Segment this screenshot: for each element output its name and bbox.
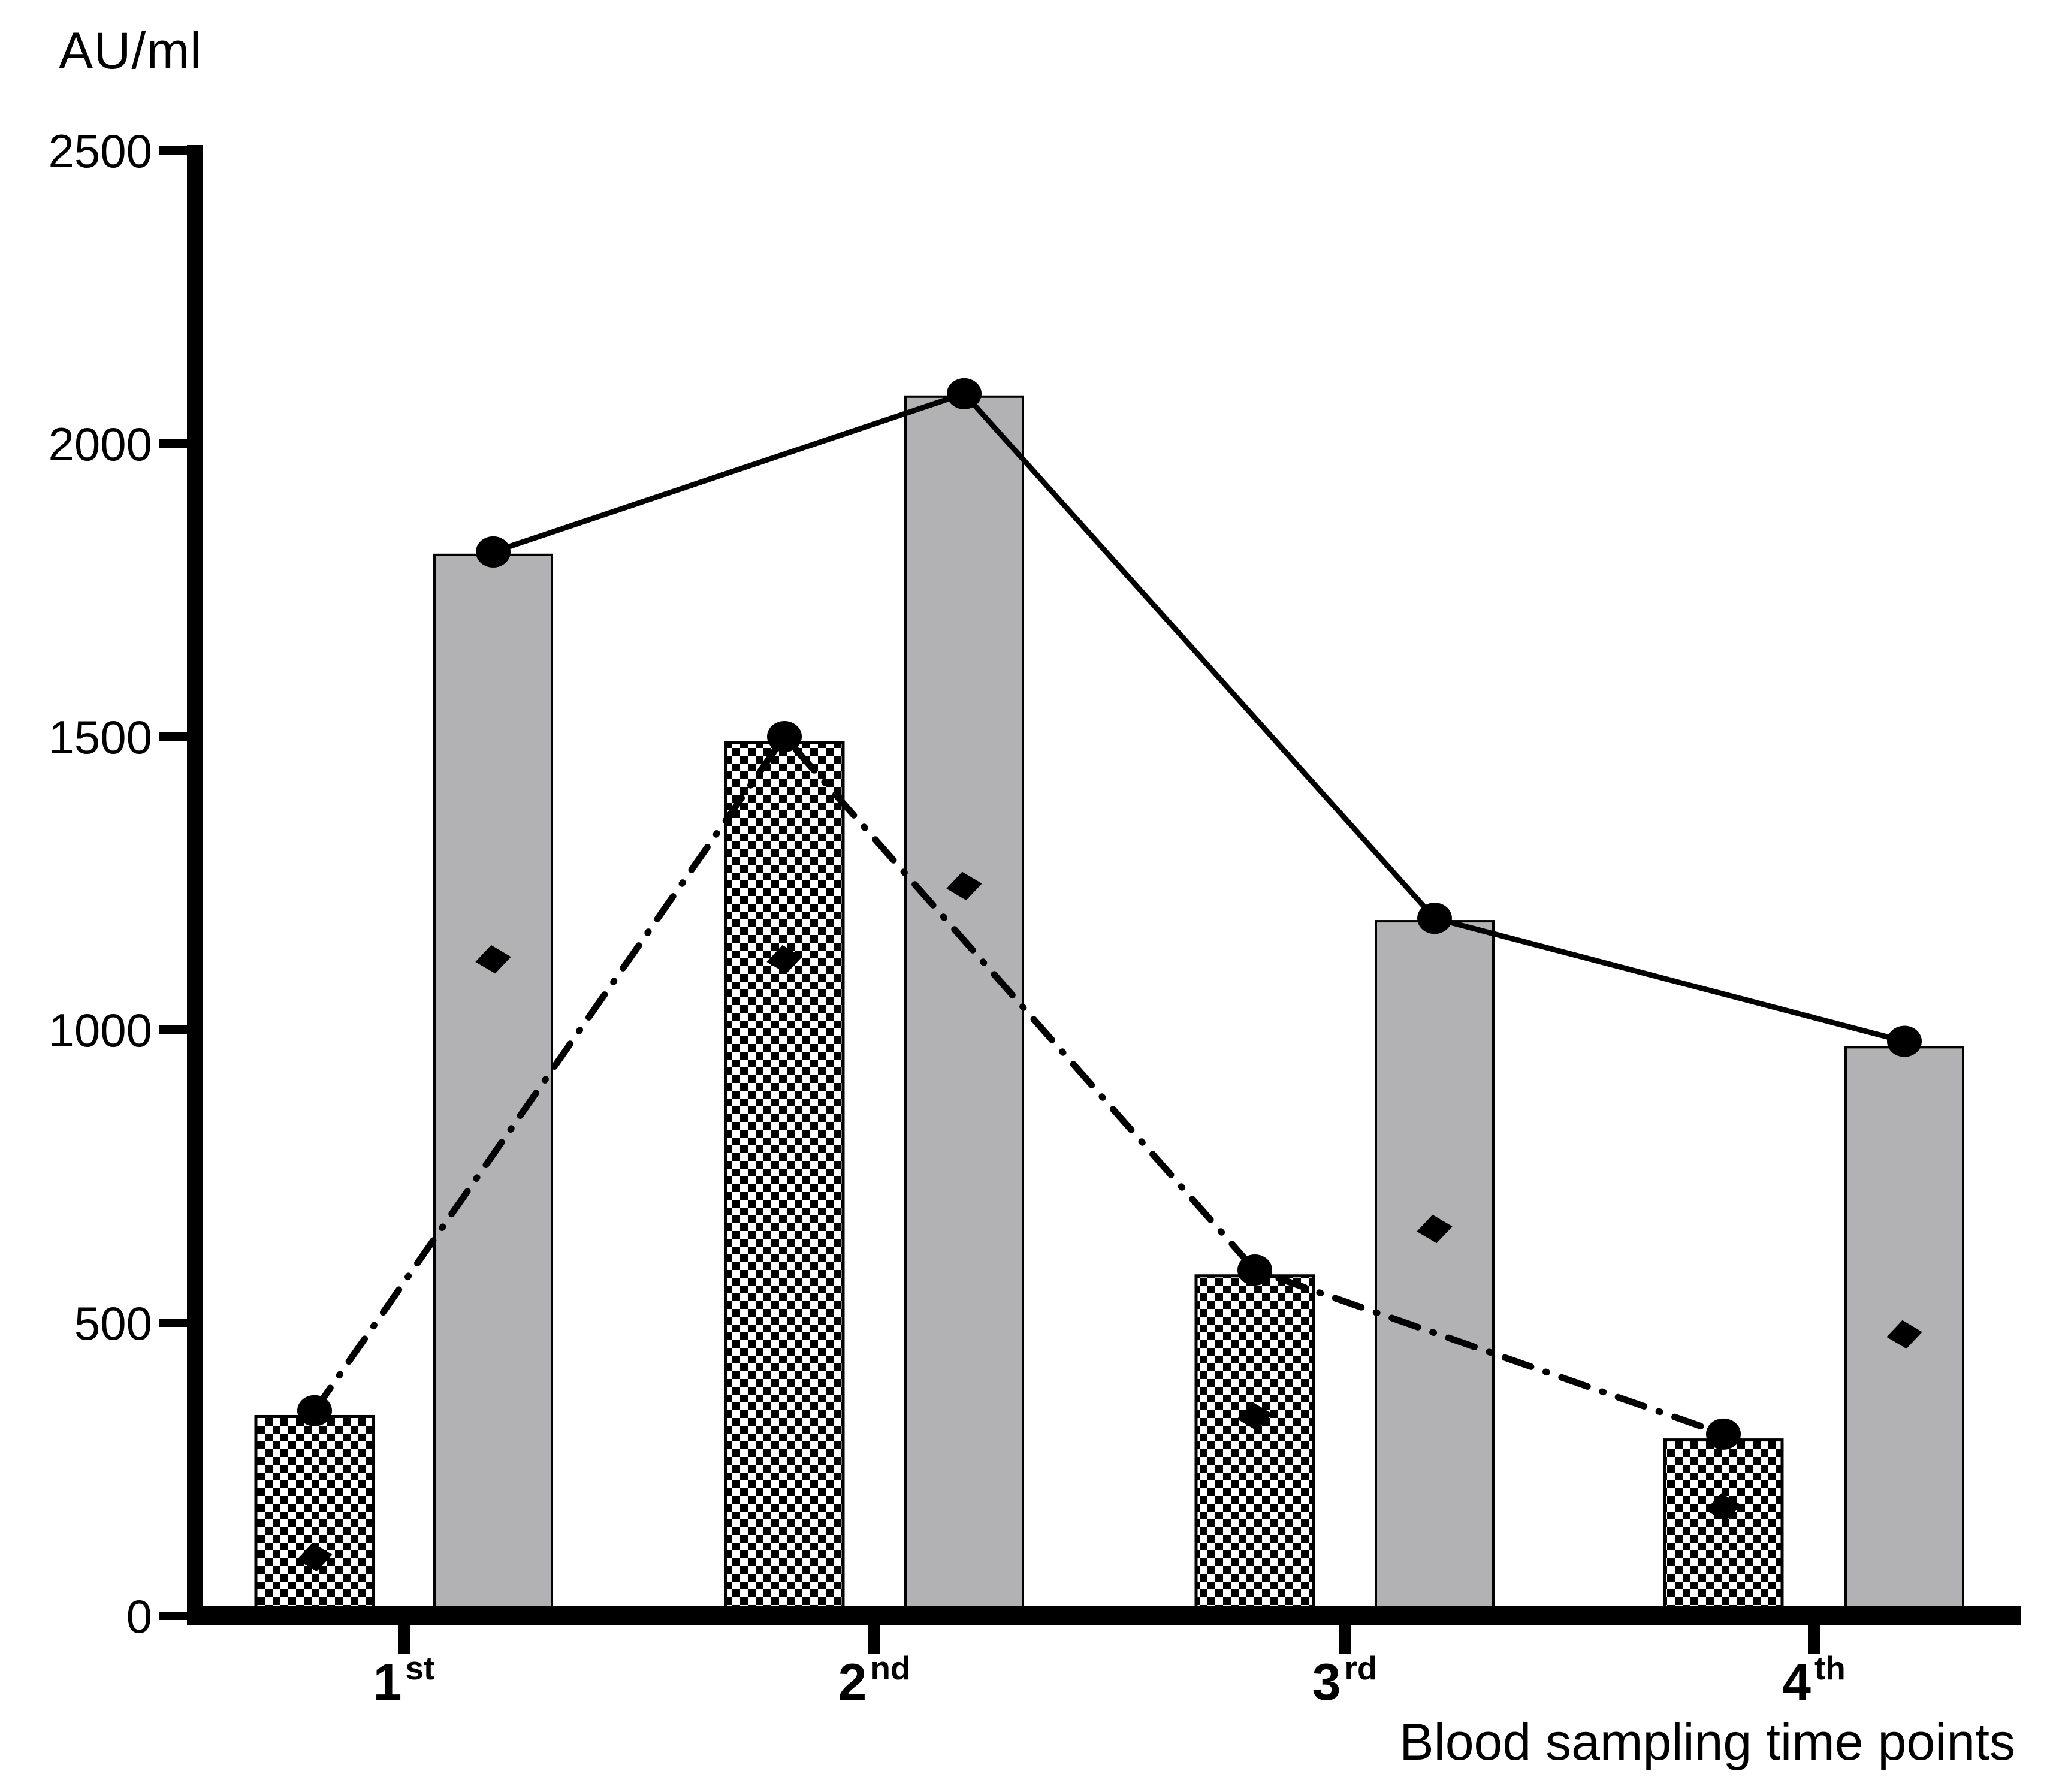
dash-dot-line	[311, 733, 1727, 1438]
x-tick-4	[1808, 1625, 1820, 1654]
diamond-marker-gray-2	[946, 871, 982, 901]
x-tick-number: 4	[1782, 1654, 1811, 1711]
y-tick-2000	[159, 439, 187, 448]
x-tick-suffix: nd	[870, 1649, 911, 1687]
y-tick-label-1000: 1000	[48, 1004, 152, 1057]
bar-hatched-2	[724, 741, 845, 1613]
circle-marker-hatched-1	[297, 1395, 332, 1426]
circle-marker-gray-1	[476, 536, 511, 568]
x-axis-line	[187, 1606, 2021, 1625]
diamond-marker-gray-3	[1417, 1214, 1453, 1244]
y-tick-0	[159, 1612, 187, 1620]
diamond-marker-hatched-4	[1705, 1493, 1741, 1522]
circle-marker-gray-3	[1417, 903, 1452, 934]
x-tick-suffix: st	[405, 1649, 435, 1687]
circle-marker-gray-2	[947, 378, 982, 409]
circle-marker-hatched-4	[1706, 1418, 1741, 1450]
y-tick-label-0: 0	[126, 1590, 152, 1643]
y-tick-500	[159, 1319, 187, 1327]
circle-marker-gray-4	[1887, 1025, 1922, 1057]
x-tick-3	[1339, 1625, 1351, 1654]
diamond-marker-hatched-2	[766, 945, 802, 974]
y-tick-label-1500: 1500	[48, 711, 152, 764]
x-tick-number: 2	[838, 1654, 867, 1711]
y-tick-1500	[159, 732, 187, 741]
bar-gray-1	[433, 553, 553, 1613]
y-axis-title: AU/ml	[59, 22, 203, 80]
y-tick-2500	[159, 146, 187, 155]
x-tick-2	[868, 1625, 880, 1654]
diamond-marker-hatched-1	[297, 1543, 333, 1571]
x-tick-suffix: rd	[1344, 1649, 1378, 1687]
x-axis-title: Blood sampling time points	[1399, 1713, 2015, 1771]
x-tick-number: 1	[373, 1654, 402, 1711]
diamond-marker-gray-4	[1886, 1320, 1922, 1349]
diamond-marker-gray-1	[475, 945, 511, 974]
x-tick-suffix: th	[1814, 1649, 1846, 1687]
bar-hatched-1	[254, 1414, 375, 1613]
bar-gray-2	[904, 395, 1024, 1612]
y-tick-label-2000: 2000	[48, 418, 152, 470]
circle-marker-hatched-3	[1237, 1254, 1272, 1286]
x-tick-1	[398, 1625, 410, 1654]
y-axis-line	[187, 145, 203, 1625]
x-tick-number: 3	[1312, 1654, 1341, 1711]
y-tick-label-500: 500	[74, 1297, 152, 1350]
diamond-marker-hatched-3	[1237, 1402, 1273, 1431]
y-tick-label-2500: 2500	[48, 125, 152, 177]
bar-hatched-4	[1663, 1438, 1784, 1613]
circle-marker-hatched-2	[767, 721, 802, 752]
y-tick-1000	[159, 1025, 187, 1034]
solid-line	[492, 391, 1906, 1044]
bar-gray-3	[1375, 920, 1495, 1612]
bar-hatched-3	[1194, 1274, 1315, 1613]
